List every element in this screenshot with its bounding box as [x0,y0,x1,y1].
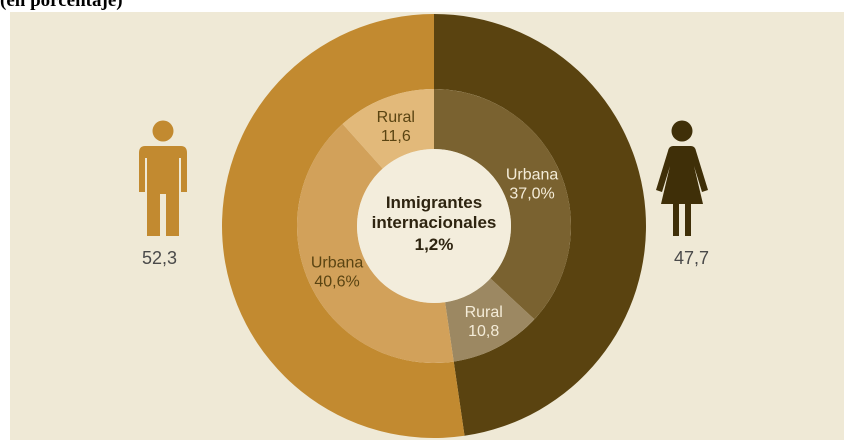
inner-slice-value-label: 10,8 [468,323,499,340]
inner-ring [296,89,571,364]
center-label-line: 1,2% [415,235,454,254]
inner-slice-hombres-rural [342,89,434,169]
inner-slice-hombres-urbana [296,123,454,364]
inner-slice-area-label: Urbana [311,254,364,271]
men-percentage: 52,3 [142,248,178,268]
inner-slice-area-label: Urbana [506,166,559,183]
inner-slice-value-label: 11,6 [381,128,411,145]
inner-slice-area-label: Rural [377,109,415,126]
women-percentage: 47,7 [674,248,710,268]
chart-panel: Urbana 37,0% Rural 10,8 Urbana 40,6% Rural 11,6… [10,12,844,440]
donut-chart: Urbana 37,0% Rural 10,8 Urbana 40,6% Rural 11,6… [221,14,646,438]
outer-ring [221,14,646,438]
center-disc [357,149,511,303]
inner-slice-area-label: Rural [465,304,503,321]
chart-caption: (en porcentaje) [0,0,123,11]
inner-slice-value-label: 40,6% [314,273,359,290]
center-label-line: internacionales [372,213,497,232]
inner-slice-mujeres-rural [445,278,535,362]
man-icon [139,120,187,236]
woman-icon [656,120,708,236]
outer-slice-hombres [221,14,465,438]
outer-slice-mujeres [434,14,646,436]
inner-slice-mujeres-urbana [434,89,571,320]
inner-slice-value-label: 37,0% [509,185,554,202]
center-label-line: Inmigrantes [386,193,482,212]
chart-labels: Urbana 37,0% Rural 10,8 Urbana 40,6% Rural 11,6… [311,109,559,340]
